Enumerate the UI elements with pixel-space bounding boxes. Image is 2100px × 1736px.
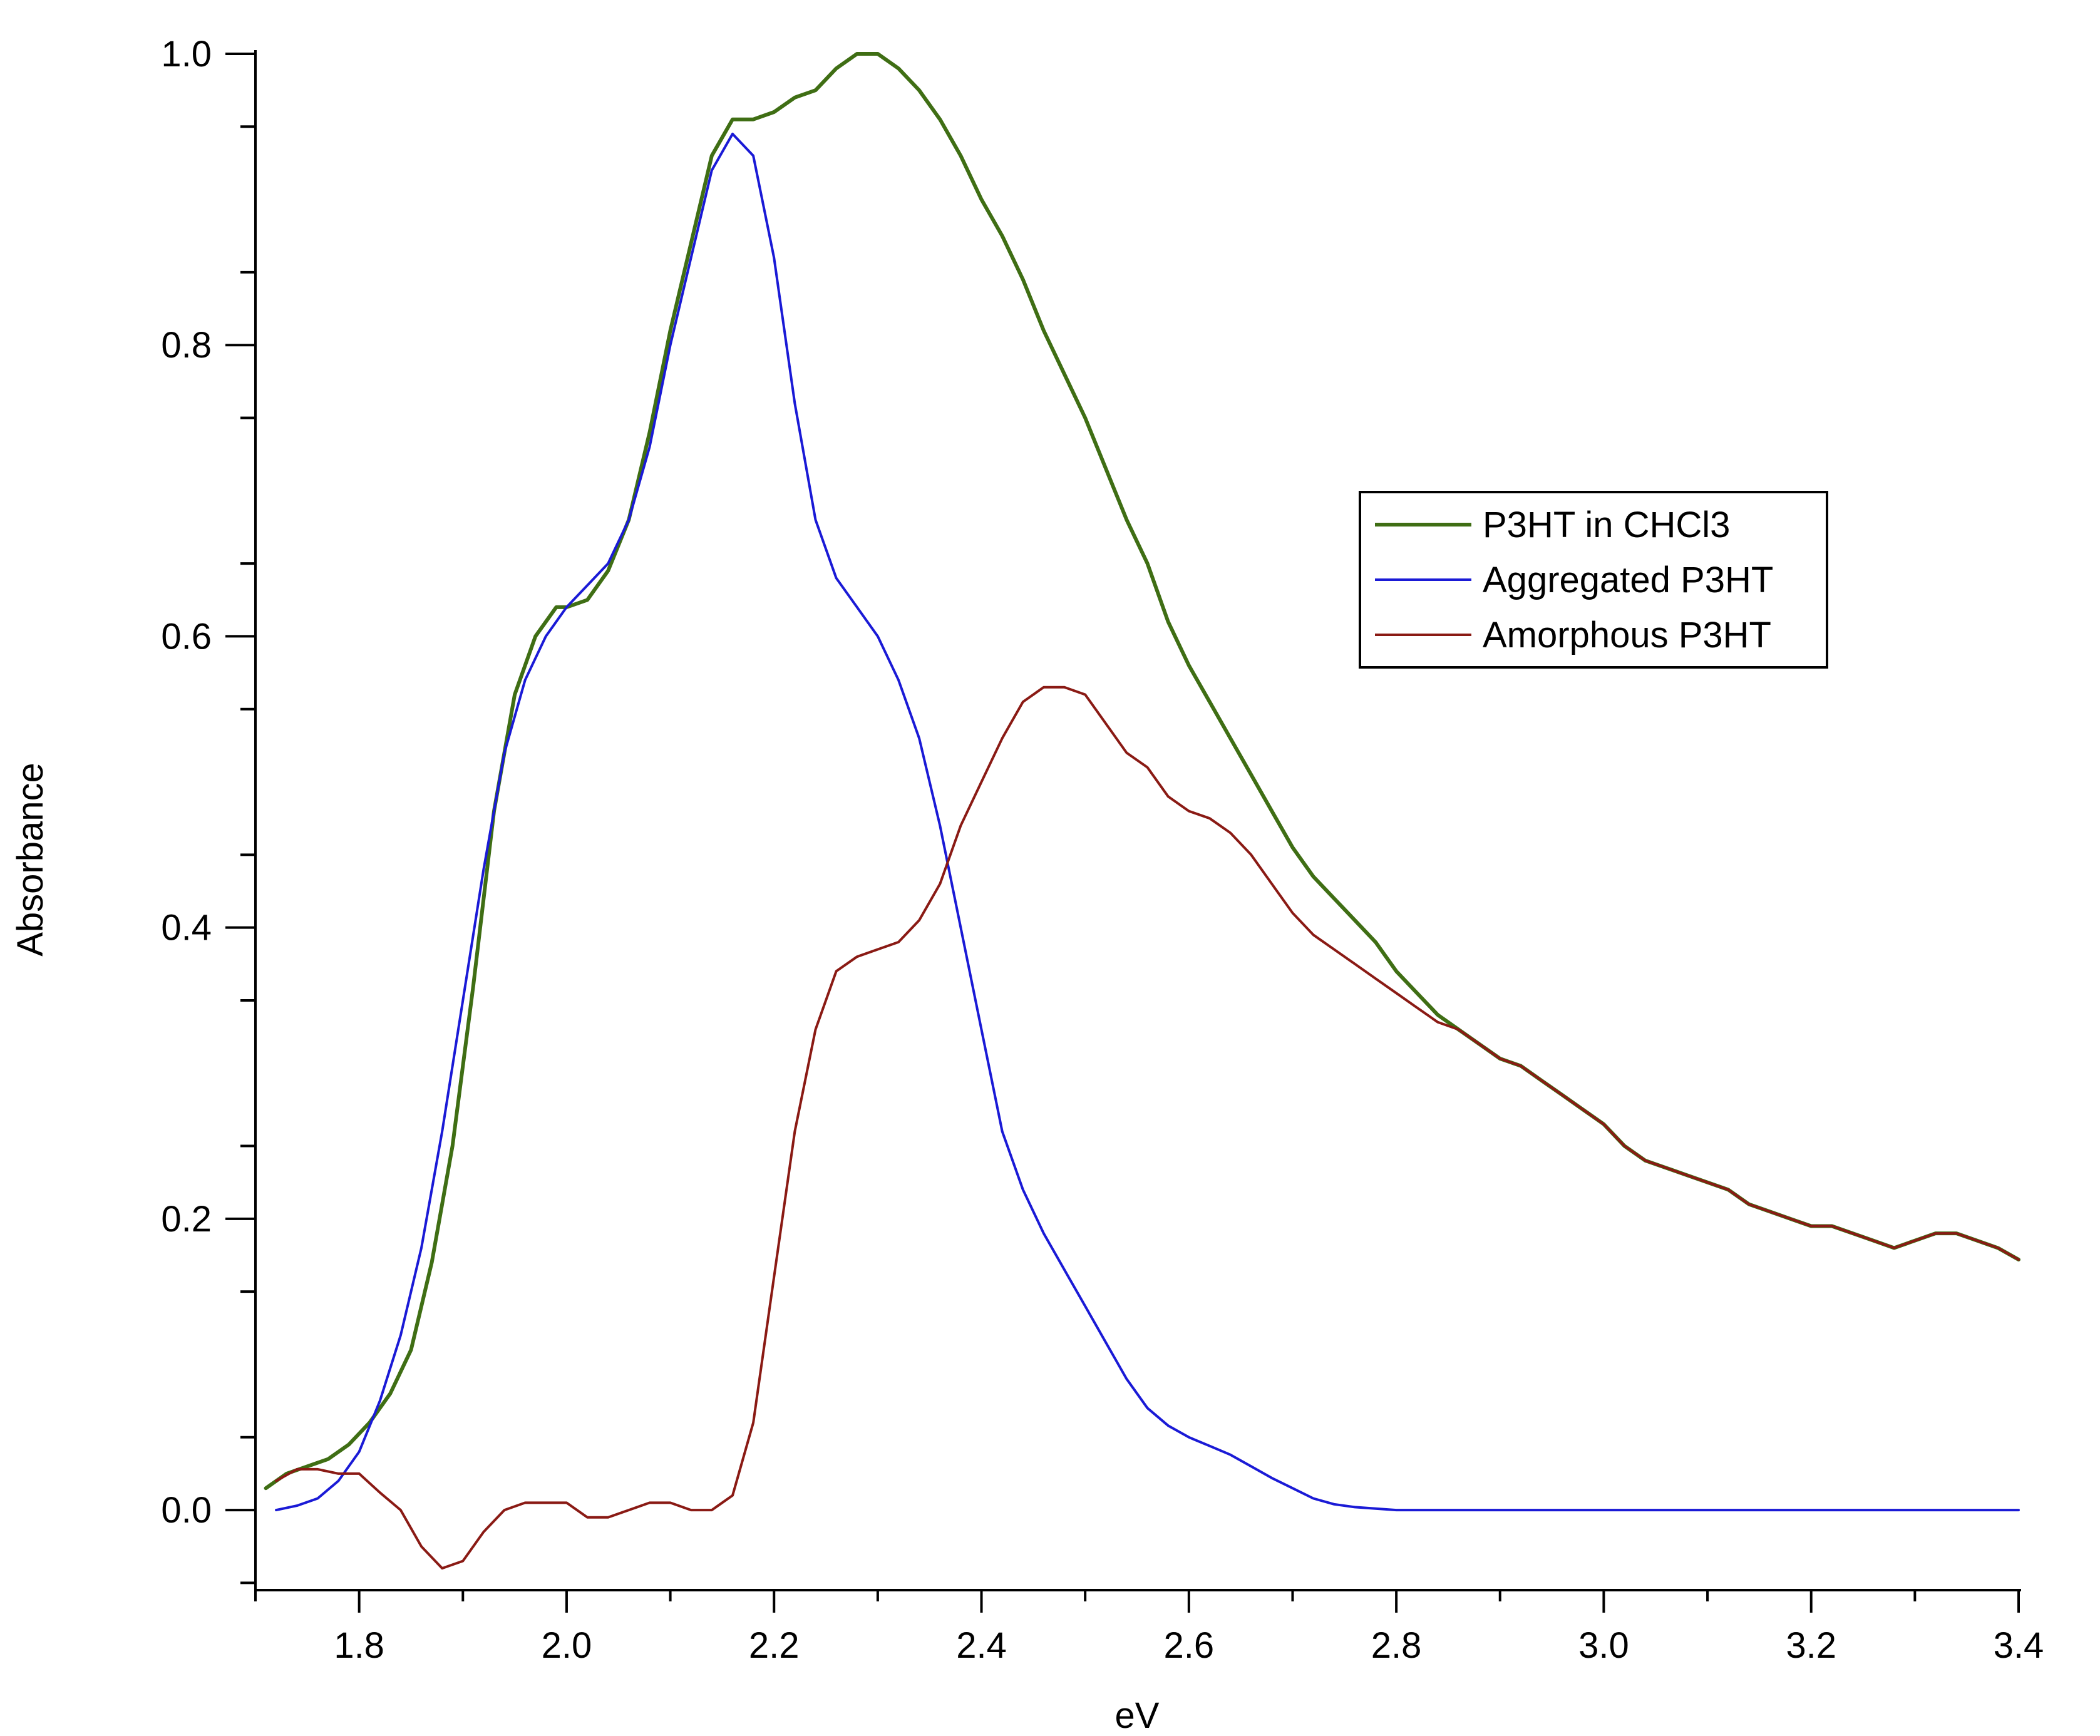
x-tick-label: 2.4 [956,1625,1007,1666]
axes: 1.8 2.0 2.2 2.4 2.6 2.8 3.0 3.2 3.4 0.0 0.2 0.4 0.6 0… [10,34,2044,1736]
legend-label-2: Aggregated P3HT [1483,560,1773,600]
x-tick-label: 2.8 [1371,1625,1422,1666]
y-tick-label: 0.0 [161,1490,212,1531]
x-tick-label: 3.2 [1786,1625,1836,1666]
series-line-2 [275,132,2020,1512]
legend-label-1: P3HT in CHCl3 [1483,505,1730,545]
x-tick-label: 3.4 [1994,1625,2044,1666]
series-line-3 [275,686,2020,1570]
x-axis-title: eV [1115,1695,1160,1736]
series-lines [264,52,2020,1570]
x-tick-label: 2.0 [542,1625,592,1666]
x-tick-label: 1.8 [334,1625,384,1666]
x-tick-label: 2.6 [1164,1625,1215,1666]
y-tick-label: 0.2 [161,1199,212,1240]
y-tick-label: 0.8 [161,325,212,366]
x-tick-label: 2.2 [749,1625,800,1666]
y-tick-label: 0.6 [161,616,212,657]
y-axis-title: Absorbance [10,763,51,957]
x-tick-label: 3.0 [1578,1625,1629,1666]
legend: P3HT in CHCl3 Aggregated P3HT Amorphous P3… [1359,491,1828,669]
legend-label-3: Amorphous P3HT [1483,615,1771,655]
y-tick-label: 1.0 [161,34,212,74]
series-line-1 [264,52,2020,1491]
y-tick-label: 0.4 [161,908,212,948]
